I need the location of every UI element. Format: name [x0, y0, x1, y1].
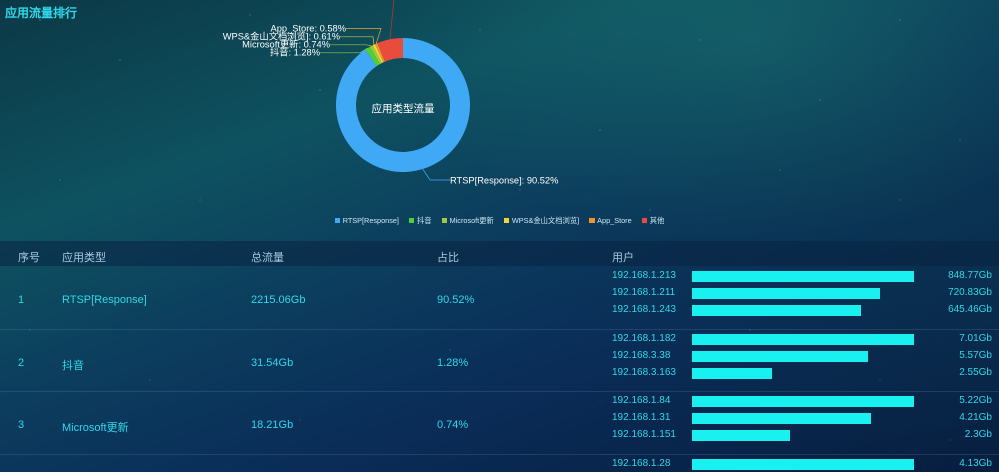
svg-text:RTSP[Response]: 90.52%: RTSP[Response]: 90.52% [450, 176, 558, 186]
svg-text:抖音: 1.28%: 抖音: 1.28% [270, 47, 320, 58]
